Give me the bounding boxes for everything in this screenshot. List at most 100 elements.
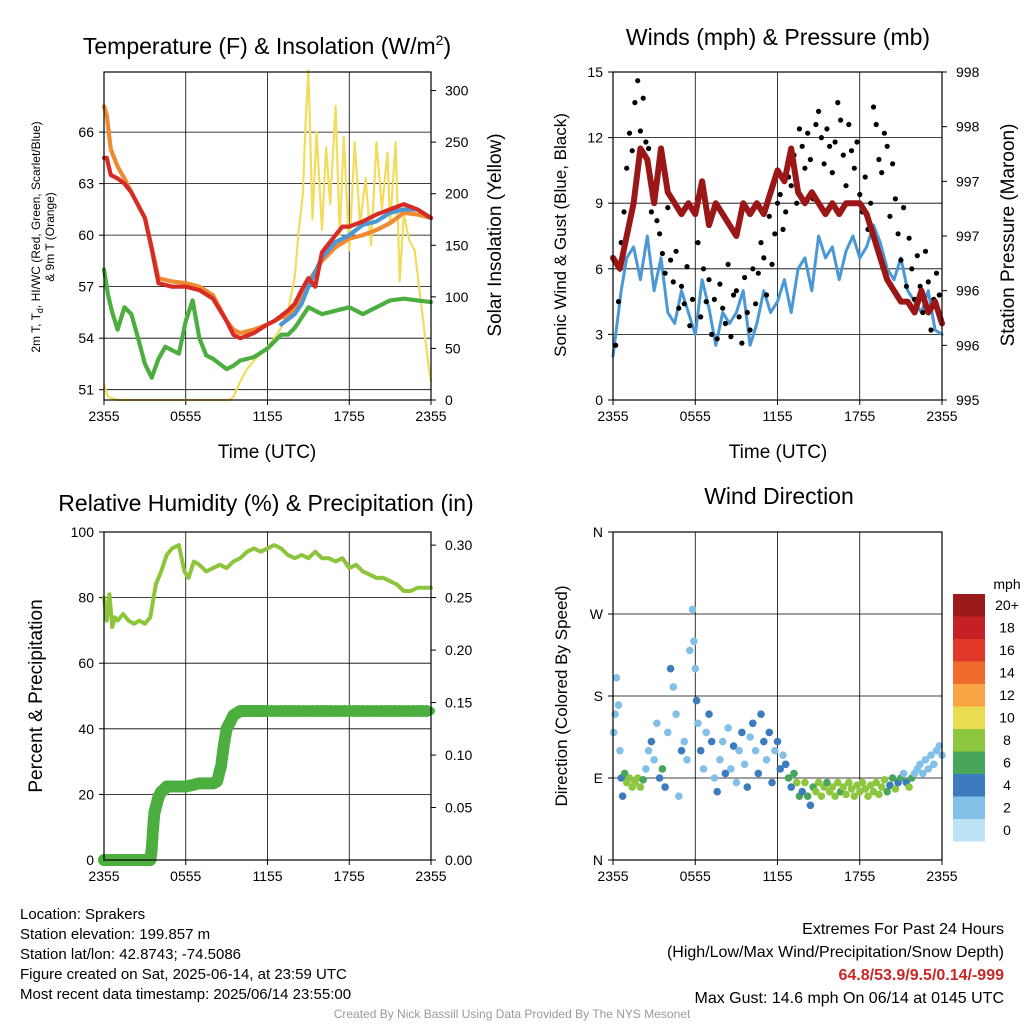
- x-tick-label: 2355: [597, 868, 628, 884]
- y-tick-label: 100: [71, 524, 95, 540]
- wind-title: Winds (mph) & Pressure (mb): [626, 24, 930, 50]
- y-tick-label: 15: [587, 64, 603, 80]
- direction-point: [757, 710, 765, 718]
- direction-point: [713, 787, 721, 796]
- location-text: Location: Sprakers: [20, 906, 146, 923]
- direction-point: [924, 765, 933, 773]
- direction-point: [787, 783, 795, 791]
- direction-point: [875, 790, 883, 799]
- colorbar-swatch: [953, 661, 985, 684]
- plot-border: [103, 71, 432, 401]
- humidity-precip-panel: Relative Humidity (%) & Precipitation (i…: [26, 490, 474, 884]
- precipitation-point: [420, 705, 433, 717]
- gust-point: [742, 274, 748, 281]
- gust-point: [753, 301, 759, 307]
- y-tick-label: 51: [78, 382, 94, 398]
- x-tick-label: 0555: [170, 868, 201, 884]
- humidity-ylabel: Percent & Precipitation: [26, 599, 47, 792]
- direction-point: [683, 756, 691, 764]
- direction-point: [762, 756, 771, 764]
- y-tick-label: 54: [78, 330, 94, 346]
- gust-point: [922, 248, 929, 254]
- direction-point: [850, 792, 859, 800]
- direction-point: [694, 719, 702, 728]
- direction-point: [888, 774, 897, 782]
- gust-point: [887, 213, 893, 219]
- gust-point: [706, 277, 712, 283]
- direction-point: [647, 737, 656, 746]
- direction-point: [738, 728, 746, 737]
- direction-point: [743, 783, 752, 791]
- gust-point: [722, 320, 729, 327]
- x-tick-label: 1155: [252, 868, 282, 884]
- direction-point: [935, 742, 944, 750]
- gust-point: [868, 200, 874, 206]
- direction-point: [666, 664, 675, 673]
- direction-point: [672, 710, 680, 718]
- gust-point: [783, 209, 789, 215]
- x-tick-label: 1755: [844, 408, 875, 424]
- gust-point: [881, 130, 888, 136]
- direction-ylabel: Direction (Colored By Speed): [552, 585, 571, 806]
- insolation-line: [102, 68, 433, 402]
- direction-point: [798, 787, 806, 796]
- y2-tick-label: 150: [445, 237, 469, 253]
- direction-point: [891, 785, 900, 793]
- gust-point: [755, 270, 761, 276]
- temperature-panel: Temperature (F) & Insolation (W/m2) 2355…: [29, 32, 506, 463]
- plot-border: [612, 71, 943, 401]
- direction-title: Wind Direction: [704, 483, 854, 509]
- colorbar-unit: mph: [993, 576, 1020, 592]
- direction-point: [724, 724, 732, 732]
- gust-point: [629, 148, 635, 154]
- direction-point: [814, 778, 823, 787]
- gust-point: [805, 130, 811, 136]
- direction-point: [823, 778, 831, 787]
- colorbar-label: 18: [999, 620, 1015, 636]
- y-tick-label: 66: [78, 124, 94, 140]
- gust-point: [763, 292, 770, 298]
- colorbar-swatch: [953, 616, 985, 639]
- direction-point: [716, 756, 724, 764]
- direction-point: [650, 756, 658, 764]
- gust-point: [884, 143, 890, 149]
- y2-tick-label: 998: [956, 119, 980, 135]
- gust-point: [909, 266, 915, 272]
- direction-point: [721, 769, 730, 778]
- y-tick-label: E: [594, 770, 603, 786]
- direction-point: [612, 674, 621, 682]
- gust-point: [862, 174, 868, 180]
- plot-border: [103, 531, 432, 861]
- gust-point: [731, 292, 737, 298]
- y-tick-label: S: [594, 688, 603, 704]
- y2-tick-label: 996: [956, 283, 980, 299]
- station-info: Location: Sprakers Station elevation: 19…: [20, 905, 351, 1005]
- direction-point: [803, 792, 812, 800]
- gust-point: [832, 139, 838, 145]
- colorbar-label: 0: [1003, 822, 1011, 838]
- gust-point: [687, 323, 693, 329]
- pressure-y2label: Station Pressure (Maroon): [998, 124, 1019, 347]
- direction-point: [680, 737, 689, 746]
- gust-point: [857, 191, 863, 198]
- direction-point: [749, 719, 757, 728]
- gust-point: [709, 331, 715, 337]
- gust-point: [714, 336, 720, 342]
- gust-point: [681, 301, 687, 307]
- gust-point: [711, 296, 718, 302]
- y2-tick-label: 0.30: [445, 537, 472, 553]
- direction-point: [618, 792, 627, 800]
- direction-point: [768, 778, 776, 787]
- y-tick-label: 57: [78, 279, 94, 295]
- gust-point: [670, 279, 676, 285]
- direction-point: [792, 778, 801, 787]
- gust-point: [665, 205, 671, 211]
- y2-tick-label: 0.25: [445, 590, 472, 606]
- gust-point: [901, 205, 907, 211]
- gust-point: [766, 213, 772, 219]
- y-tick-label: 6: [595, 261, 603, 277]
- direction-point: [842, 790, 850, 799]
- elevation-text: Station elevation: 199.857 m: [20, 926, 211, 943]
- gust-point: [796, 126, 803, 132]
- y2-tick-label: 997: [956, 228, 980, 244]
